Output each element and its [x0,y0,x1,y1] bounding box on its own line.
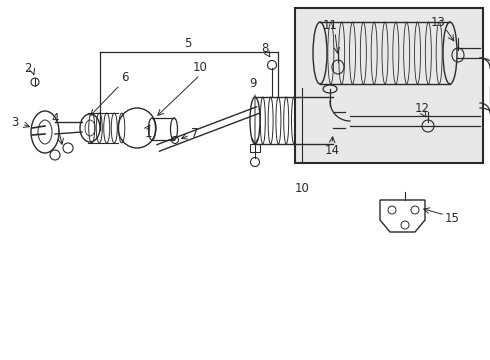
Text: 10: 10 [193,60,207,73]
Text: 6: 6 [121,71,129,84]
Text: 2: 2 [24,62,32,75]
Text: 15: 15 [444,212,460,225]
Text: 10: 10 [294,181,310,194]
Text: 7: 7 [191,126,199,140]
Bar [295,8,483,163]
Text: 14: 14 [324,144,340,157]
Text: 1: 1 [144,126,152,140]
Text: 13: 13 [431,15,445,28]
Text: 9: 9 [249,77,257,90]
Text: 4: 4 [51,112,59,125]
Text: 8: 8 [261,41,269,54]
Bar [250,144,260,152]
Text: 3: 3 [11,116,19,129]
Text: 11: 11 [322,18,338,32]
Text: 12: 12 [415,102,430,114]
Text: 5: 5 [184,36,192,50]
